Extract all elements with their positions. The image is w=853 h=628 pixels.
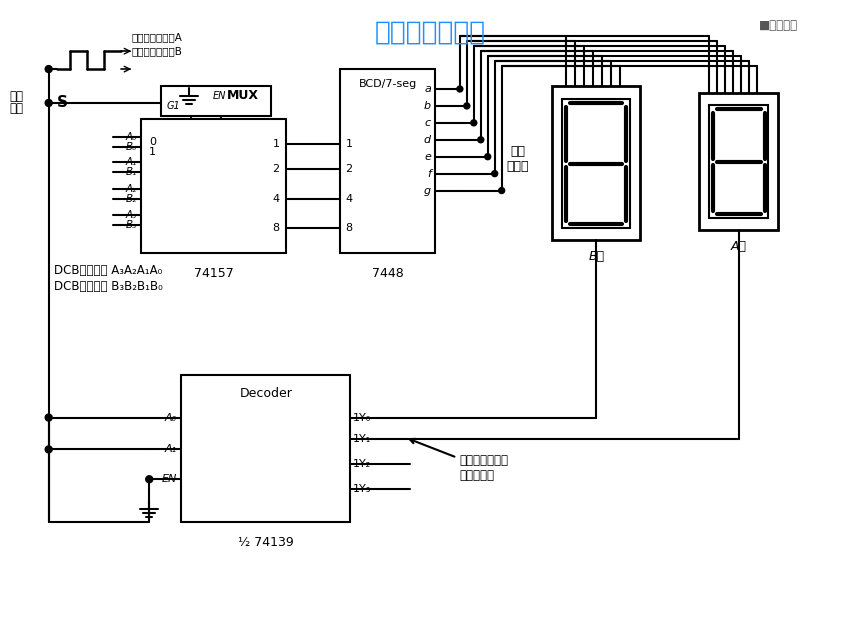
Text: B₁: B₁ [126,166,137,176]
Circle shape [477,137,483,143]
Text: EN: EN [212,91,226,101]
Text: BCD/7-seg: BCD/7-seg [358,79,416,89]
Text: 选择: 选择 [10,102,24,116]
Text: B₀: B₀ [126,142,137,152]
Text: f: f [426,169,431,178]
Text: 74157: 74157 [194,267,233,280]
Bar [161,86,270,116]
Bar [340,69,434,253]
Text: g: g [423,185,431,195]
Text: 7448: 7448 [371,267,403,280]
Text: 1: 1 [272,139,279,149]
Bar [562,99,630,229]
Circle shape [45,414,52,421]
Text: A₁: A₁ [126,156,137,166]
Text: d: d [423,135,431,145]
Text: 4: 4 [272,193,279,203]
Circle shape [45,446,52,453]
Circle shape [146,476,153,483]
Text: 驱动共阴显示器
低电平有效: 驱动共阴显示器 低电平有效 [409,439,508,482]
Bar [698,93,778,230]
Text: 1Y₂: 1Y₂ [353,459,371,469]
Text: A₂: A₂ [126,183,137,193]
Text: 1: 1 [149,147,156,157]
Circle shape [470,120,476,126]
Text: S: S [56,95,67,111]
Circle shape [485,154,490,160]
Circle shape [498,188,504,193]
Text: G1: G1 [166,101,180,111]
Text: B₂: B₂ [126,193,137,203]
Text: EN: EN [161,474,177,484]
Text: 8: 8 [272,224,279,234]
Text: 1: 1 [345,139,352,149]
Text: 数据: 数据 [10,90,24,104]
Text: B₃: B₃ [126,220,137,230]
Text: 4: 4 [345,193,352,203]
Text: DCB码低位： A₃A₂A₁A₀: DCB码低位： A₃A₂A₁A₀ [54,264,162,277]
Text: MUX: MUX [227,89,258,102]
Text: e: e [424,152,431,161]
Text: 共阴
显示器: 共阴 显示器 [506,144,528,173]
Text: 1Y₀: 1Y₀ [353,413,371,423]
Text: A₀: A₀ [165,413,177,423]
Text: DCB码高位： B₃B₂B₁B₀: DCB码高位： B₃B₂B₁B₀ [54,279,162,293]
Text: B位: B位 [588,251,604,263]
Text: 0: 0 [149,137,156,147]
Text: A位: A位 [730,241,746,253]
Circle shape [491,171,497,176]
Text: 2: 2 [272,164,279,174]
Circle shape [45,65,52,73]
Text: 数码管动态显示: 数码管动态显示 [374,19,485,45]
Text: 低电平选择数据A: 低电平选择数据A [131,32,182,42]
Text: 2: 2 [345,164,352,174]
Bar [552,86,639,241]
Text: A₃: A₃ [126,210,137,220]
Text: 1Y₁: 1Y₁ [353,435,371,445]
Text: A₁: A₁ [165,445,177,455]
Circle shape [456,86,462,92]
Bar [141,119,285,253]
Text: ½ 74139: ½ 74139 [238,536,293,549]
Text: b: b [423,101,431,111]
Text: ■中国大学: ■中国大学 [757,19,797,32]
Text: 8: 8 [345,224,352,234]
Bar [181,375,350,522]
Bar [708,105,768,219]
Text: Decoder: Decoder [239,387,292,399]
Text: 1Y₃: 1Y₃ [353,484,371,494]
Circle shape [45,99,52,106]
Circle shape [463,103,469,109]
Text: 高电平选择数据B: 高电平选择数据B [131,46,182,56]
Text: c: c [424,118,431,128]
Text: A₀: A₀ [126,132,137,142]
Text: a: a [424,84,431,94]
